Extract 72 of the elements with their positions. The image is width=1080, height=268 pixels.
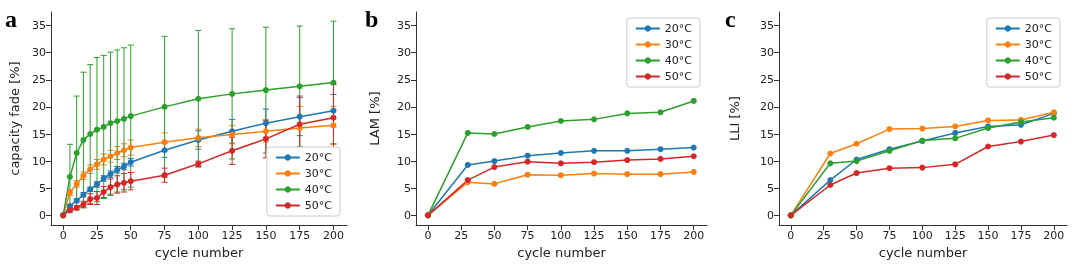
y-axis-title: LAM [%] [367,91,382,146]
x-tick-label: 150 [977,229,999,243]
x-axis-title: cycle number [878,245,968,260]
x-tick-label: 75 [157,229,172,243]
chart-title: b [365,6,379,32]
x-tick-label: 50 [123,229,138,243]
legend-label: 20°C [664,22,693,35]
x-tick-label: 75 [520,229,535,243]
x-tick-label: 200 [683,229,705,243]
chart-title: a [5,6,17,32]
y-axis-title: LLI [%] [727,96,742,142]
y-tick-label: 15 [32,127,46,141]
x-tick-label: 125 [583,229,605,243]
y-tick-label: 5 [39,181,46,195]
y-tick-label: 30 [397,46,411,60]
legend-label: 40°C [304,183,333,196]
x-tick-label: 200 [322,229,344,243]
y-tick-label: 10 [760,154,774,168]
x-tick-label: 25 [454,229,469,243]
legend-label: 30°C [1024,38,1053,51]
y-tick-label: 20 [397,100,411,114]
x-tick-label: 150 [255,229,277,243]
x-tick-label: 75 [882,229,897,243]
x-tick-label: 125 [221,229,243,243]
legend-label: 20°C [1024,22,1053,35]
y-tick-label: 25 [760,73,774,87]
x-tick-label: 50 [487,229,502,243]
x-tick-label: 25 [816,229,831,243]
y-tick-label: 35 [32,19,46,33]
y-tick-label: 30 [760,46,774,60]
x-tick-label: 50 [849,229,864,243]
y-tick-label: 5 [404,181,411,195]
y-tick-label: 0 [767,208,774,222]
legend-label: 40°C [1024,54,1053,67]
legend-label: 40°C [664,54,693,67]
x-tick-label: 25 [89,229,104,243]
y-tick-label: 15 [760,127,774,141]
x-axis-title: cycle number [154,245,244,260]
x-tick-label: 150 [616,229,638,243]
x-tick-label: 100 [187,229,209,243]
legend-label: 50°C [304,199,333,212]
legend-label: 30°C [664,38,693,51]
y-tick-label: 20 [760,100,774,114]
legend-label: 50°C [1024,70,1053,83]
y-tick-label: 10 [32,154,46,168]
y-tick-label: 35 [397,19,411,33]
legend-label: 30°C [304,167,333,180]
legend-label: 20°C [304,151,333,164]
x-tick-label: 175 [649,229,671,243]
x-axis-title: cycle number [517,245,607,260]
y-tick-label: 35 [760,19,774,33]
x-tick-label: 100 [550,229,572,243]
y-tick-label: 0 [404,208,411,222]
x-tick-label: 0 [424,229,432,243]
y-tick-label: 5 [767,181,774,195]
chart-title: c [725,6,736,32]
y-tick-label: 0 [39,208,46,222]
y-tick-label: 30 [32,46,46,60]
x-tick-label: 125 [944,229,966,243]
y-tick-label: 20 [32,100,46,114]
x-tick-label: 0 [59,229,67,243]
x-tick-label: 175 [1010,229,1032,243]
x-tick-label: 200 [1043,229,1065,243]
legend-label: 50°C [664,70,693,83]
y-tick-label: 25 [397,73,411,87]
y-tick-label: 25 [32,73,46,87]
x-tick-label: 0 [787,229,795,243]
y-axis-title: capacity fade [%] [7,61,22,176]
x-tick-label: 175 [289,229,311,243]
x-tick-label: 100 [911,229,933,243]
y-tick-label: 15 [397,127,411,141]
y-tick-label: 10 [397,154,411,168]
